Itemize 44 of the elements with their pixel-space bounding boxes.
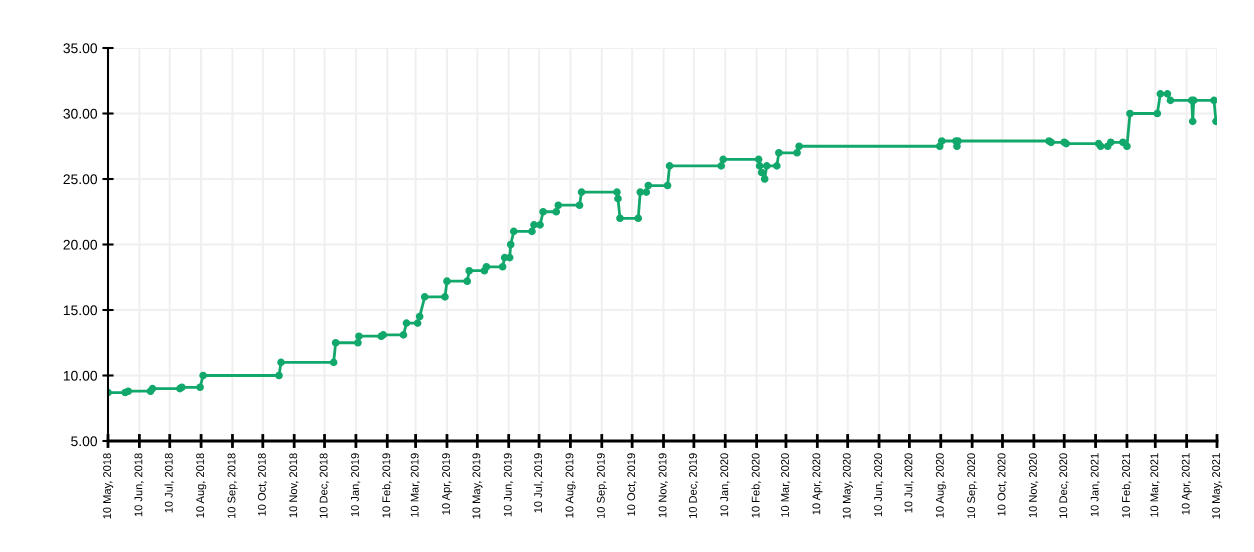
- x-tick-label: 10 Jun, 2019: [503, 453, 513, 517]
- x-tick-label: 10 Nov, 2020: [1028, 453, 1039, 518]
- x-tick-label: 10 May, 2021: [1212, 453, 1223, 519]
- y-tick-label: 10.00: [63, 370, 98, 381]
- x-tick-label: 10 Mar, 2020: [781, 453, 791, 517]
- x-tick-label: 10 Dec, 2018: [319, 453, 329, 519]
- x-tick-label: 10 Nov, 2018: [289, 453, 299, 518]
- y-tick-label: 20.00: [63, 239, 98, 250]
- x-tick-label: 10 Mar, 2019: [410, 453, 420, 517]
- x-tick-label: 10 Oct, 2018: [257, 453, 268, 516]
- x-tick-label: 10 May, 2018: [103, 453, 114, 519]
- x-tick-label: 10 Dec, 2020: [1059, 453, 1069, 519]
- x-tick-label: 10 Dec, 2019: [688, 453, 699, 519]
- x-tick-label: 10 Feb, 2019: [382, 453, 392, 518]
- x-tick-label: 10 Jul, 2020: [904, 453, 914, 513]
- x-tick-label: 10 Aug, 2018: [196, 453, 207, 518]
- x-tick-label: 10 May, 2019: [472, 453, 483, 519]
- x-tick-label: 10 Aug, 2020: [935, 453, 946, 518]
- x-tick-label: 10 Jan, 2019: [351, 453, 361, 517]
- y-tick-label: 25.00: [63, 174, 98, 185]
- x-tick-label: 10 Feb, 2020: [751, 453, 761, 518]
- x-tick-label: 10 Oct, 2019: [627, 453, 637, 516]
- x-tick-label: 10 Apr, 2021: [1181, 453, 1192, 515]
- x-tick-label: 10 Jul, 2018: [164, 453, 175, 513]
- x-tick-label: 10 May, 2020: [842, 453, 853, 519]
- y-tick-label: 35.00: [63, 43, 98, 54]
- x-tick-label: 10 Jan, 2020: [720, 453, 730, 517]
- x-tick-label: 10 Sep, 2019: [596, 453, 607, 519]
- y-tick-label: 15.00: [63, 305, 98, 316]
- x-tick-label: 10 Nov, 2019: [658, 453, 668, 518]
- x-tick-label: 10 Apr, 2019: [442, 453, 453, 515]
- x-tick-label: 10 Jan, 2021: [1090, 453, 1100, 517]
- x-tick-label: 10 Mar, 2021: [1150, 453, 1160, 517]
- x-tick-label: 10 Jul, 2019: [533, 453, 544, 513]
- x-tick-label: 10 Feb, 2021: [1121, 453, 1132, 518]
- x-tick-label: 10 Aug, 2019: [565, 453, 576, 518]
- x-tick-label: 10 Jun, 2018: [134, 453, 144, 517]
- x-tick-label: 10 Apr, 2020: [812, 453, 823, 515]
- x-tick-label: 10 Sep, 2020: [967, 453, 978, 519]
- x-tick-label: 10 Sep, 2018: [227, 453, 238, 519]
- y-tick-label: 5.00: [71, 436, 98, 447]
- x-tick-label: 10 Oct, 2020: [997, 453, 1007, 516]
- x-tick-label: 10 Jun, 2020: [874, 453, 884, 517]
- y-tick-label: 30.00: [63, 108, 98, 119]
